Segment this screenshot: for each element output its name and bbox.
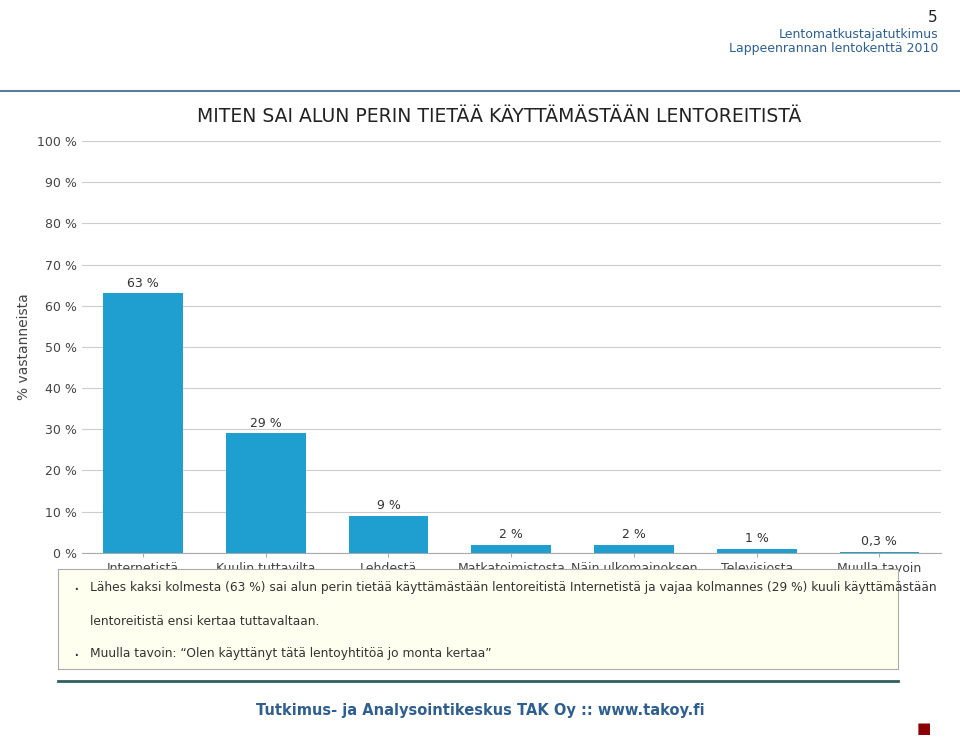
Text: ■: ■	[917, 721, 930, 736]
Bar	[717, 548, 797, 553]
Text: Lähes kaksi kolmesta (63 %) sai alun perin tietää käyttämästään lentoreitistä In: Lähes kaksi kolmesta (63 %) sai alun per…	[89, 581, 936, 594]
Text: MITEN SAI ALUN PERIN TIETÄÄ KÄYTTÄMÄSTÄÄN LENTOREITISTÄ: MITEN SAI ALUN PERIN TIETÄÄ KÄYTTÄMÄSTÄÄ…	[197, 107, 802, 126]
Text: 2 %: 2 %	[622, 528, 646, 541]
Text: 29 %: 29 %	[250, 417, 281, 430]
Text: ·: ·	[73, 647, 79, 666]
Bar	[226, 433, 305, 553]
Text: ·: ·	[73, 581, 79, 599]
Text: Tutkimus- ja Analysointikeskus TAK Oy :: www.takoy.fi: Tutkimus- ja Analysointikeskus TAK Oy ::…	[255, 703, 705, 718]
Text: Muulla tavoin: “Olen käyttänyt tätä lentoyhtitöä jo monta kertaa”: Muulla tavoin: “Olen käyttänyt tätä lent…	[89, 647, 492, 660]
Bar	[594, 545, 674, 553]
Y-axis label: % vastanneista: % vastanneista	[17, 294, 32, 400]
Bar	[471, 545, 551, 553]
Text: 0,3 %: 0,3 %	[861, 535, 898, 548]
Text: 63 %: 63 %	[127, 277, 158, 290]
Text: 5: 5	[928, 10, 938, 24]
Bar	[103, 293, 182, 553]
Text: 2 %: 2 %	[499, 528, 523, 541]
Text: Lentomatkustajatutkimus: Lentomatkustajatutkimus	[779, 28, 938, 42]
Text: 9 %: 9 %	[376, 499, 400, 513]
Bar	[840, 551, 920, 553]
Text: Lappeenrannan lentokenttä 2010: Lappeenrannan lentokenttä 2010	[729, 42, 938, 56]
Text: lentoreitistä ensi kertaa tuttavaltaan.: lentoreitistä ensi kertaa tuttavaltaan.	[89, 615, 319, 628]
Bar	[348, 516, 428, 553]
Text: 1 %: 1 %	[745, 532, 769, 545]
